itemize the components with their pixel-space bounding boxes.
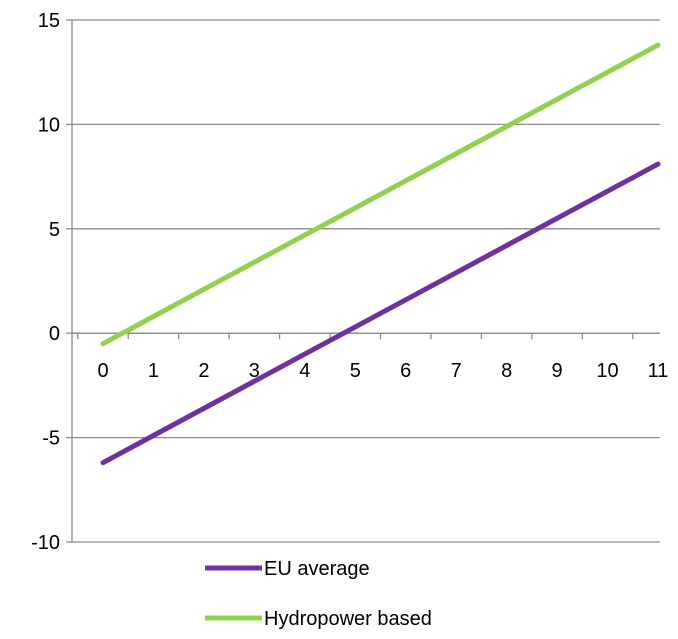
y-tick-label: 10 [38, 114, 60, 136]
x-tick-label: 3 [249, 360, 260, 382]
y-tick-label: -10 [31, 532, 60, 554]
x-tick-label: 11 [648, 360, 669, 382]
legend: EU average Hydropower based [205, 558, 432, 630]
x-tick-label: 1 [148, 360, 159, 382]
x-tick-label: 9 [552, 360, 563, 382]
gridlines [72, 19, 660, 543]
y-tick-label: 15 [38, 10, 60, 32]
x-axis-ticks: 0 1 2 3 4 5 6 7 8 9 10 11 [77, 333, 669, 382]
x-tick-label: 10 [596, 360, 618, 382]
series-line-hydropower-based [100, 42, 661, 347]
y-tick-label: -5 [42, 428, 60, 450]
x-tick-label: 8 [501, 360, 512, 382]
series-line-eu-average [100, 161, 661, 466]
axes [71, 20, 660, 542]
y-tick-label: 0 [49, 323, 60, 345]
legend-label: Hydropower based [264, 608, 432, 630]
x-tick-label: 2 [198, 360, 209, 382]
y-axis-ticks: 15 10 5 0 -5 -10 [31, 10, 72, 554]
x-tick-label: 0 [97, 360, 108, 382]
x-tick-label: 5 [350, 360, 361, 382]
legend-label: EU average [264, 558, 370, 580]
x-tick-label: 6 [400, 360, 411, 382]
series-lines [100, 42, 661, 466]
y-tick-label: 5 [49, 219, 60, 241]
x-tick-label: 7 [451, 360, 462, 382]
x-tick-label: 4 [299, 360, 310, 382]
